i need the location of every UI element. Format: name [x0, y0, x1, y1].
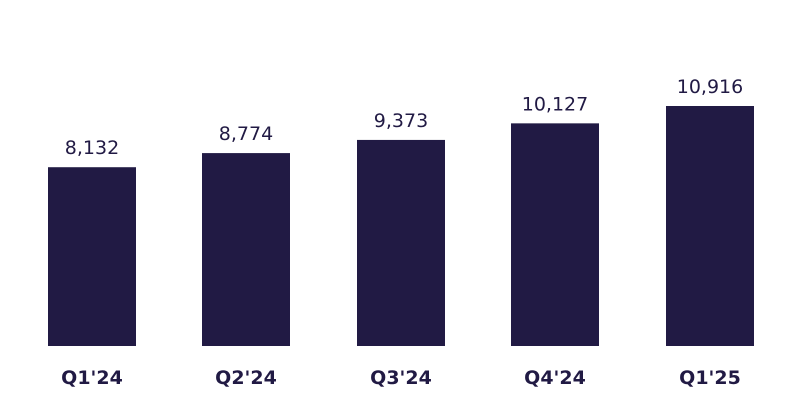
x-tick-label: Q3'24 [370, 367, 432, 389]
data-label: 8,774 [219, 123, 273, 145]
data-label: 10,916 [677, 76, 743, 98]
x-tick-label: Q2'24 [215, 367, 277, 389]
data-label: 10,127 [522, 93, 588, 115]
x-tick-label: Q4'24 [524, 367, 586, 389]
bar-1 [202, 153, 290, 346]
data-label: 8,132 [65, 137, 119, 159]
bar-3 [511, 123, 599, 346]
bar-0 [48, 167, 136, 346]
data-label: 9,373 [374, 110, 428, 132]
x-tick-label: Q1'24 [61, 367, 123, 389]
bar-4 [666, 106, 754, 346]
x-tick-label: Q1'25 [679, 367, 741, 389]
bar-2 [357, 139, 445, 346]
